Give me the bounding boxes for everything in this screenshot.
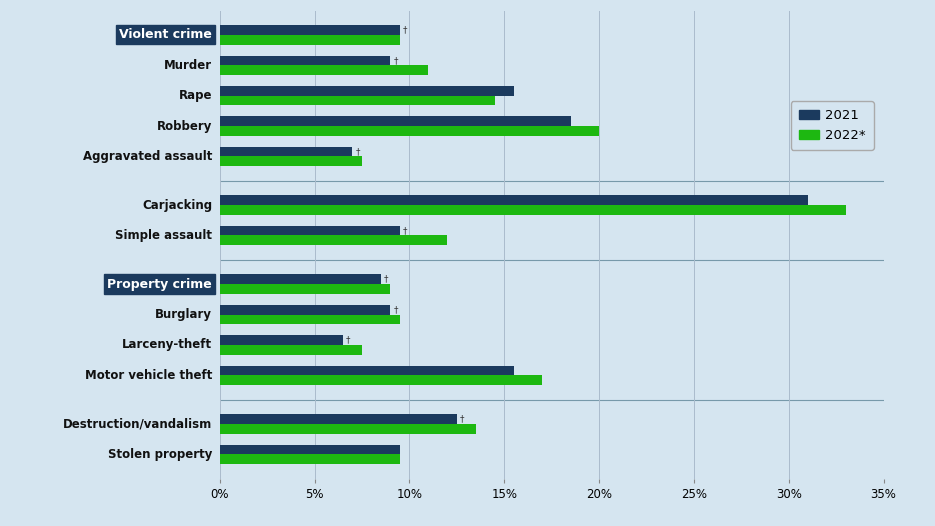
Text: †: † xyxy=(355,147,360,156)
Text: Larceny-theft: Larceny-theft xyxy=(122,338,212,351)
Text: Stolen property: Stolen property xyxy=(108,448,212,461)
Bar xyxy=(220,56,391,65)
Text: Simple assault: Simple assault xyxy=(115,229,212,242)
Bar xyxy=(220,116,570,126)
Bar xyxy=(220,236,447,245)
Bar xyxy=(220,156,362,166)
Bar xyxy=(220,275,381,284)
Text: †: † xyxy=(403,25,408,35)
Bar xyxy=(220,86,513,96)
Text: Aggravated assault: Aggravated assault xyxy=(83,150,212,163)
Text: Robbery: Robbery xyxy=(157,119,212,133)
Bar xyxy=(220,205,845,215)
Text: Rape: Rape xyxy=(179,89,212,102)
Text: Carjacking: Carjacking xyxy=(142,199,212,211)
Text: †: † xyxy=(346,336,351,345)
Text: †: † xyxy=(460,414,464,423)
Bar xyxy=(220,195,808,205)
Bar xyxy=(220,345,362,355)
Bar xyxy=(220,454,400,464)
Text: †: † xyxy=(394,305,397,314)
Bar xyxy=(220,376,542,385)
Text: Destruction/vandalism: Destruction/vandalism xyxy=(63,418,212,430)
Bar xyxy=(220,25,400,35)
Bar xyxy=(220,96,495,105)
Bar xyxy=(220,366,513,376)
Text: Burglary: Burglary xyxy=(155,308,212,321)
Bar xyxy=(220,315,400,324)
Text: †: † xyxy=(403,226,408,235)
Bar xyxy=(220,335,343,345)
Text: Violent crime: Violent crime xyxy=(120,28,212,42)
Text: †: † xyxy=(394,56,397,65)
Bar xyxy=(220,65,428,75)
Bar xyxy=(220,147,352,156)
Bar xyxy=(220,424,476,433)
Bar xyxy=(220,226,400,236)
Legend: 2021, 2022*: 2021, 2022* xyxy=(791,102,873,150)
Text: Murder: Murder xyxy=(164,59,212,72)
Bar xyxy=(220,126,599,136)
Text: Motor vehicle theft: Motor vehicle theft xyxy=(85,369,212,382)
Bar xyxy=(220,284,391,294)
Text: Property crime: Property crime xyxy=(108,278,212,290)
Bar xyxy=(220,35,400,45)
Bar xyxy=(220,444,400,454)
Text: †: † xyxy=(383,275,388,284)
Bar xyxy=(220,414,457,424)
Bar xyxy=(220,305,391,315)
